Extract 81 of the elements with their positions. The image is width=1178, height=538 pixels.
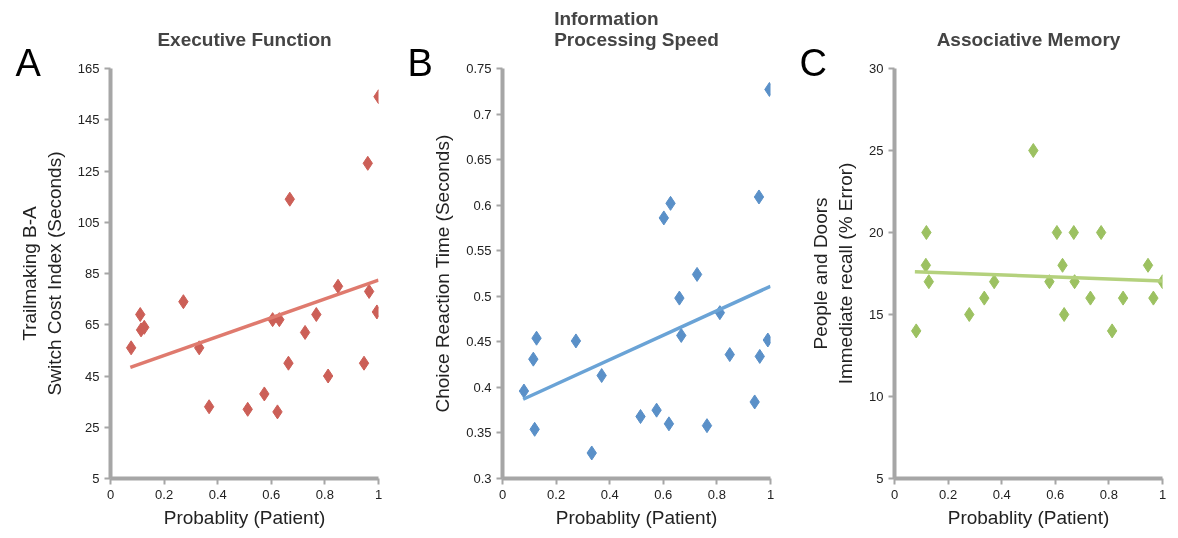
y-tick-label: 105 xyxy=(77,214,100,230)
y-axis-title: Choice Reaction Time (Seconds) xyxy=(432,134,454,413)
point xyxy=(921,225,932,240)
y-tick-label: 85 xyxy=(85,266,100,281)
point xyxy=(1106,323,1118,339)
x-tick-label: 0.6 xyxy=(1046,486,1065,502)
point xyxy=(920,257,932,273)
point xyxy=(518,383,530,399)
x-tick-label: 1 xyxy=(374,486,383,502)
chart-title: Executive Function xyxy=(157,28,332,50)
y-tick-label: 0.7 xyxy=(473,106,492,122)
y-tick-label: 20 xyxy=(869,225,884,240)
y-tick-label: 0.35 xyxy=(466,425,492,441)
y-axis-title: Trailmaking B-A Switch Cost Index (Seconds) xyxy=(18,151,65,396)
chart-title: Information Processing Speed xyxy=(554,7,719,50)
y-tick-label: 65 xyxy=(85,317,100,333)
y-tick-label: 0.55 xyxy=(466,243,492,259)
x-tick-label: 0.2 xyxy=(939,486,958,502)
y-tick-label: 5 xyxy=(92,471,100,486)
point xyxy=(1028,143,1039,158)
y-tick-label: 0.65 xyxy=(466,152,492,168)
y-tick-label: 0.3 xyxy=(473,471,492,486)
x-tick-label: 1 xyxy=(766,486,775,502)
y-tick-label: 0.45 xyxy=(466,334,492,350)
x-tick-label: 0 xyxy=(498,486,507,502)
text: B xyxy=(407,41,433,84)
y-tick-label: 25 xyxy=(869,143,884,158)
point xyxy=(358,355,370,371)
point xyxy=(570,333,582,349)
x-axis-title: Probablity (Patient) xyxy=(555,506,718,528)
y-tick-label: 165 xyxy=(77,61,100,76)
point xyxy=(663,416,675,432)
y-tick-label: 0.6 xyxy=(473,197,492,213)
point xyxy=(311,307,322,322)
x-tick-label: 0 xyxy=(106,486,115,502)
point xyxy=(299,324,311,340)
y-tick-label: 0.5 xyxy=(473,288,492,304)
y-tick-label: 10 xyxy=(869,389,884,404)
point xyxy=(203,399,215,415)
point xyxy=(363,283,375,299)
point xyxy=(125,340,137,356)
point xyxy=(1058,307,1070,322)
point xyxy=(322,368,334,384)
point xyxy=(753,189,765,205)
y-tick-label: 5 xyxy=(876,471,884,486)
x-tick-label: 0.6 xyxy=(654,486,673,502)
x-tick-label: 1 xyxy=(1158,486,1167,502)
y-tick-label: 145 xyxy=(77,112,100,128)
point xyxy=(964,307,975,322)
x-tick-label: 0.2 xyxy=(547,486,566,502)
y-tick-label: 125 xyxy=(77,163,100,179)
point xyxy=(332,278,344,294)
x-tick-label: 0.4 xyxy=(992,486,1011,502)
x-tick-label: 0.8 xyxy=(707,486,726,502)
x-tick-label: 0.4 xyxy=(600,486,619,502)
y-tick-label: 45 xyxy=(85,368,100,384)
y-tick-label: 25 xyxy=(85,419,100,435)
x-tick-label: 0.4 xyxy=(208,486,227,502)
x-tick-label: 0.2 xyxy=(155,486,174,502)
chart-title: Associative Memory xyxy=(936,28,1121,50)
y-axis-title: People and Doors Immediate recall (% Error) xyxy=(809,162,857,385)
x-tick-label: 0.6 xyxy=(262,486,281,502)
point xyxy=(701,418,713,434)
y-tick-label: 30 xyxy=(869,61,884,76)
x-tick-label: 0.8 xyxy=(1099,486,1118,502)
y-tick-label: 0.4 xyxy=(473,379,492,395)
point xyxy=(1051,225,1063,240)
point xyxy=(1068,225,1079,240)
x-tick-label: 0.8 xyxy=(315,486,334,502)
y-tick-label: 15 xyxy=(869,307,884,322)
x-tick-label: 0 xyxy=(890,486,899,502)
x-axis-title: Probablity (Patient) xyxy=(163,506,326,528)
y-tick-label: 0.75 xyxy=(466,61,492,76)
point xyxy=(1142,257,1154,273)
x-axis-title: Probablity (Patient) xyxy=(947,506,1110,528)
point xyxy=(135,307,146,322)
point xyxy=(1095,225,1107,240)
text: A xyxy=(15,41,42,84)
text: C xyxy=(799,41,827,84)
point xyxy=(691,266,703,282)
point xyxy=(1117,290,1129,306)
